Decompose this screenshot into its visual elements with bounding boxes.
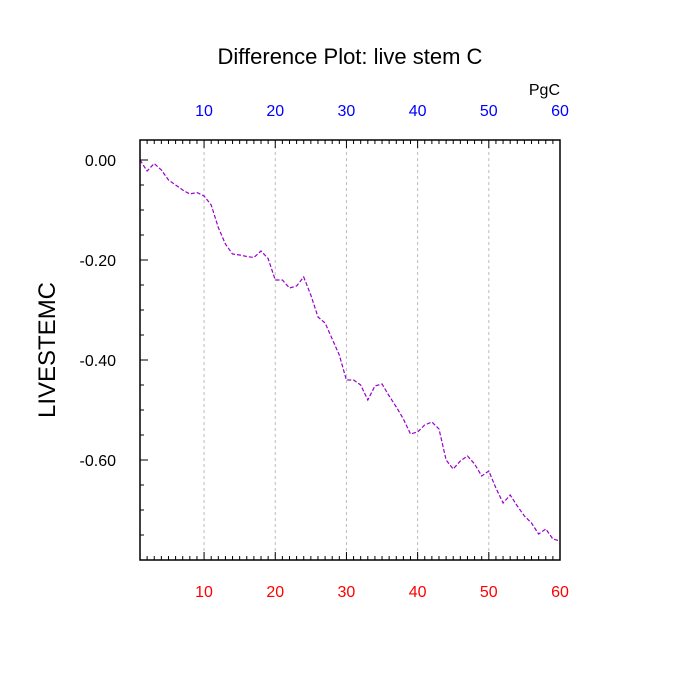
x-tick-label-top: 10 bbox=[195, 103, 213, 120]
plot-frame bbox=[139, 139, 561, 561]
y-tick-label: -0.60 bbox=[80, 453, 117, 470]
y-axis-label: LIVESTEMC bbox=[34, 282, 61, 418]
x-tick-label-bottom: 20 bbox=[266, 584, 284, 601]
x-tick-label-top: 20 bbox=[266, 103, 284, 120]
x-tick-label-bottom: 40 bbox=[409, 584, 427, 601]
series-layer bbox=[139, 159, 561, 542]
y-tick-label: -0.20 bbox=[80, 253, 117, 270]
x-tick-label-bottom: 60 bbox=[551, 584, 569, 601]
x-tick-label-bottom: 30 bbox=[338, 584, 356, 601]
x-tick-label-bottom: 50 bbox=[480, 584, 498, 601]
tick-marks bbox=[139, 140, 561, 561]
x-tick-label-top: 50 bbox=[480, 103, 498, 120]
x-tick-label-top: 30 bbox=[338, 103, 356, 120]
chart-title: Difference Plot: live stem C bbox=[218, 44, 483, 69]
x-tick-label-top: 60 bbox=[551, 103, 569, 120]
x-tick-label-bottom: 10 bbox=[195, 584, 213, 601]
x-tick-label-top: 40 bbox=[409, 103, 427, 120]
series-line bbox=[139, 159, 561, 542]
y-tick-label: 0.00 bbox=[85, 153, 116, 170]
y-tick-label: -0.40 bbox=[80, 353, 117, 370]
top-axis-unit: PgC bbox=[529, 82, 560, 99]
tick-labels: 0.00 -0.20 -0.40 -0.60 10 10 20 20 30 30 40 40 50 50 6… bbox=[80, 103, 569, 601]
grid-lines bbox=[203, 140, 490, 560]
